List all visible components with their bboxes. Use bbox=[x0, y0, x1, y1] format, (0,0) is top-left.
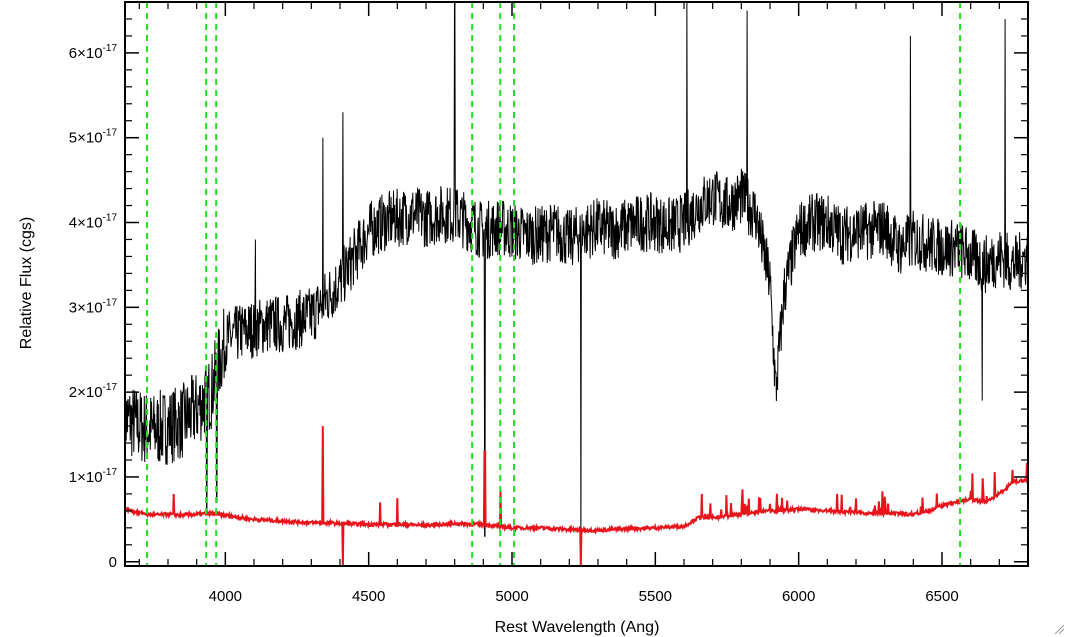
x-tick-label: 5000 bbox=[495, 588, 528, 605]
y-axis-title: Relative Flux (cgs) bbox=[18, 217, 35, 349]
x-tick-label: 6000 bbox=[782, 588, 815, 605]
plot-area bbox=[125, 2, 1028, 566]
axes: 4000 4500 5000 5500 6000 6500 0 1×10-17 2×10-17 3… bbox=[69, 1, 1029, 605]
error-series-line bbox=[125, 426, 1028, 566]
resize-grip-icon[interactable] bbox=[1053, 623, 1065, 635]
y-tick-label: 1×10-17 bbox=[69, 467, 118, 486]
y-tick-label: 3×10-17 bbox=[69, 297, 118, 316]
y-tick-label: 0 bbox=[109, 554, 117, 571]
y-tick-label: 5×10-17 bbox=[69, 128, 118, 147]
x-axis-title: Rest Wavelength (Ang) bbox=[495, 619, 660, 636]
plot-frame bbox=[124, 1, 1029, 567]
spectrum-series-line bbox=[125, 2, 1028, 562]
y-tick-label: 4×10-17 bbox=[69, 213, 118, 232]
y-tick-label: 2×10-17 bbox=[69, 382, 118, 401]
x-tick-label: 4000 bbox=[209, 588, 242, 605]
x-tick-label: 6500 bbox=[925, 588, 958, 605]
y-tick-label: 6×10-17 bbox=[69, 43, 118, 62]
x-tick-label: 5500 bbox=[639, 588, 672, 605]
x-tick-label: 4500 bbox=[352, 588, 385, 605]
